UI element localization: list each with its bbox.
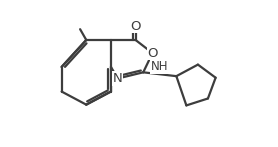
Text: N: N bbox=[113, 72, 123, 85]
Text: O: O bbox=[130, 20, 141, 33]
Text: NH: NH bbox=[151, 60, 168, 73]
Text: O: O bbox=[147, 47, 158, 60]
